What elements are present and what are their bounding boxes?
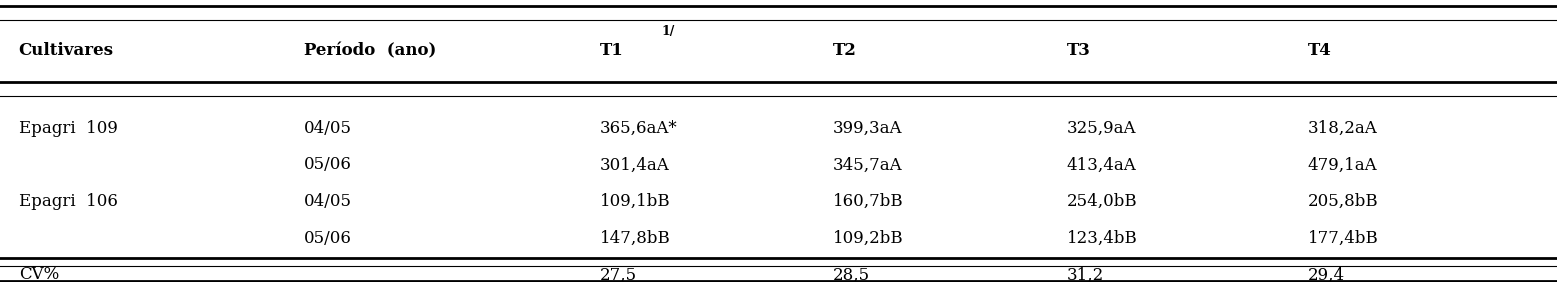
Text: T3: T3 xyxy=(1067,42,1090,59)
Text: T1: T1 xyxy=(599,42,623,59)
Text: T2: T2 xyxy=(833,42,856,59)
Text: T4: T4 xyxy=(1308,42,1331,59)
Text: 05/06: 05/06 xyxy=(304,230,352,247)
Text: CV%: CV% xyxy=(19,266,59,282)
Text: 109,2bB: 109,2bB xyxy=(833,230,903,247)
Text: 205,8bB: 205,8bB xyxy=(1308,193,1378,210)
Text: 31,2: 31,2 xyxy=(1067,266,1104,282)
Text: 28,5: 28,5 xyxy=(833,266,870,282)
Text: Cultivares: Cultivares xyxy=(19,42,114,59)
Text: 147,8bB: 147,8bB xyxy=(599,230,670,247)
Text: 318,2aA: 318,2aA xyxy=(1308,120,1378,137)
Text: 399,3aA: 399,3aA xyxy=(833,120,903,137)
Text: 05/06: 05/06 xyxy=(304,157,352,173)
Text: 1/: 1/ xyxy=(662,25,676,38)
Text: 160,7bB: 160,7bB xyxy=(833,193,903,210)
Text: 325,9aA: 325,9aA xyxy=(1067,120,1137,137)
Text: Epagri  109: Epagri 109 xyxy=(19,120,118,137)
Text: 413,4aA: 413,4aA xyxy=(1067,157,1137,173)
Text: 04/05: 04/05 xyxy=(304,120,352,137)
Text: 345,7aA: 345,7aA xyxy=(833,157,903,173)
Text: Epagri  106: Epagri 106 xyxy=(19,193,118,210)
Text: 123,4bB: 123,4bB xyxy=(1067,230,1137,247)
Text: 04/05: 04/05 xyxy=(304,193,352,210)
Text: 479,1aA: 479,1aA xyxy=(1308,157,1378,173)
Text: 365,6aA*: 365,6aA* xyxy=(599,120,677,137)
Text: 109,1bB: 109,1bB xyxy=(599,193,670,210)
Text: 27,5: 27,5 xyxy=(599,266,637,282)
Text: Período  (ano): Período (ano) xyxy=(304,42,436,59)
Text: 177,4bB: 177,4bB xyxy=(1308,230,1378,247)
Text: 254,0bB: 254,0bB xyxy=(1067,193,1137,210)
Text: 301,4aA: 301,4aA xyxy=(599,157,670,173)
Text: 29,4: 29,4 xyxy=(1308,266,1345,282)
